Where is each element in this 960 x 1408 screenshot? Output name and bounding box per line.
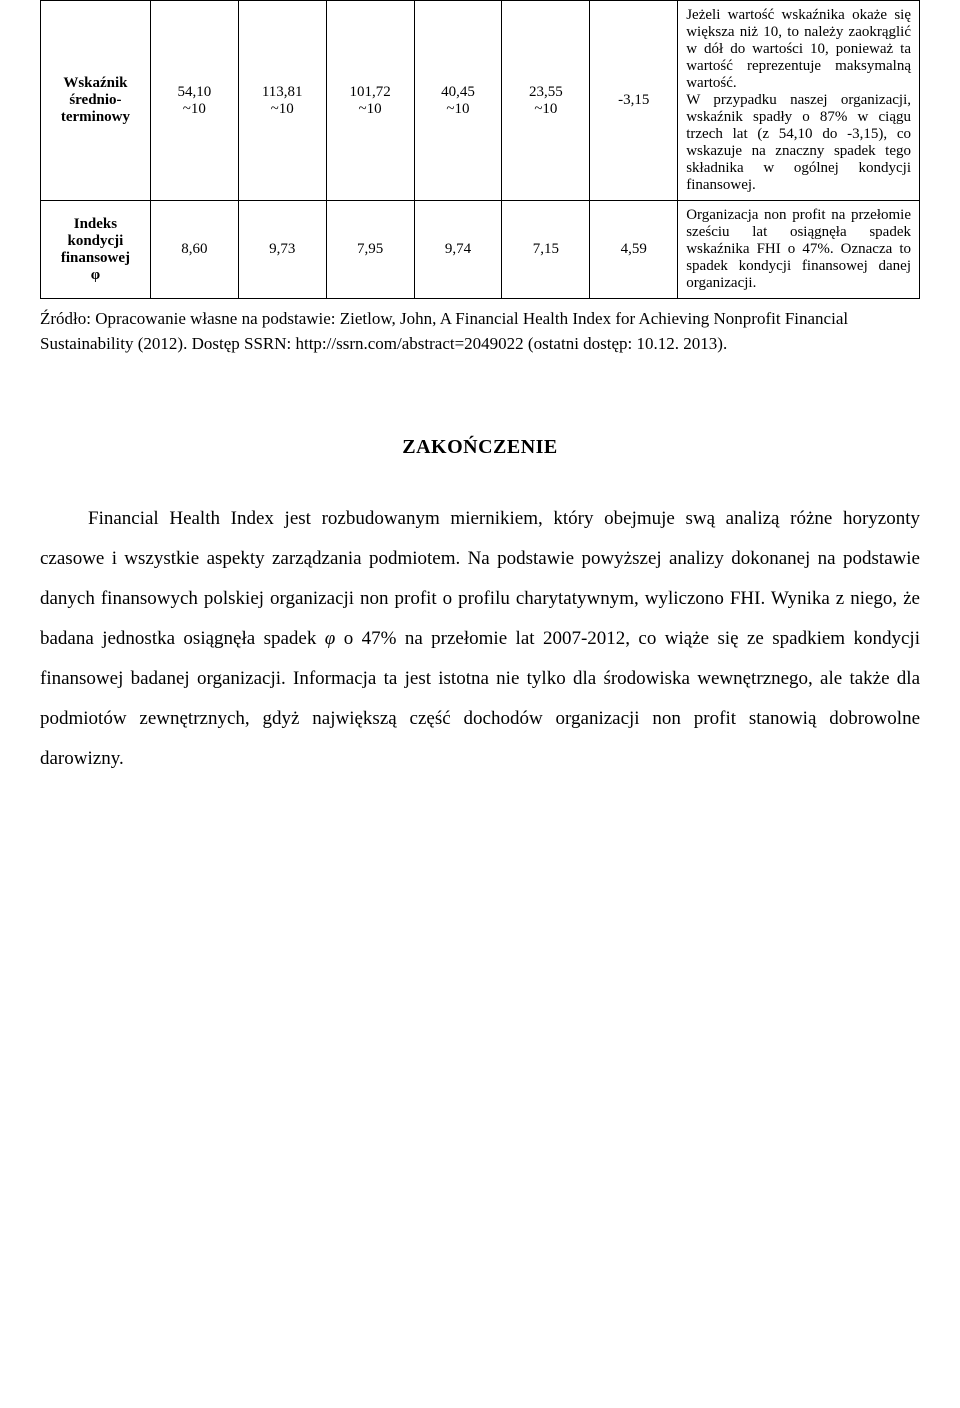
document-page: Wskaźnik średnio- terminowy 54,10 ~10 11… (0, 0, 960, 819)
row-label-line: Wskaźnik (47, 75, 144, 92)
value-cell: 54,10 ~10 (150, 1, 238, 201)
row-label-cell: Indeks kondycji finansowej φ (41, 201, 151, 299)
description-cell: Organizacja non profit na przełomie sześ… (678, 201, 920, 299)
value-cell: 101,72 ~10 (326, 1, 414, 201)
value-cell: 40,45 ~10 (414, 1, 502, 201)
table-row: Wskaźnik średnio- terminowy 54,10 ~10 11… (41, 1, 920, 201)
value-cell: 8,60 (150, 201, 238, 299)
section-heading: ZAKOŃCZENIE (40, 436, 920, 459)
body-paragraph: Financial Health Index jest rozbudowanym… (40, 499, 920, 778)
row-label-line: średnio- (47, 92, 144, 109)
row-label-line: φ (47, 267, 144, 284)
row-label-cell: Wskaźnik średnio- terminowy (41, 1, 151, 201)
value-cell: 7,95 (326, 201, 414, 299)
row-label-line: Indeks (47, 216, 144, 233)
value-cell: 9,73 (238, 201, 326, 299)
row-label-line: terminowy (47, 109, 144, 126)
description-cell: Jeżeli wartość wskaźnika okaże się więks… (678, 1, 920, 201)
indicators-table: Wskaźnik średnio- terminowy 54,10 ~10 11… (40, 0, 920, 299)
table-row: Indeks kondycji finansowej φ 8,60 9,73 7… (41, 201, 920, 299)
value-cell: 23,55 ~10 (502, 1, 590, 201)
table-body: Wskaźnik średnio- terminowy 54,10 ~10 11… (41, 1, 920, 299)
row-label-line: kondycji (47, 233, 144, 250)
row-label-line: finansowej (47, 250, 144, 267)
value-cell: 4,59 (590, 201, 678, 299)
value-cell: -3,15 (590, 1, 678, 201)
value-cell: 7,15 (502, 201, 590, 299)
value-cell: 9,74 (414, 201, 502, 299)
body-paragraph-text: Financial Health Index jest rozbudowanym… (40, 508, 920, 768)
value-cell: 113,81 ~10 (238, 1, 326, 201)
source-citation: Źródło: Opracowanie własne na podstawie:… (40, 307, 920, 356)
